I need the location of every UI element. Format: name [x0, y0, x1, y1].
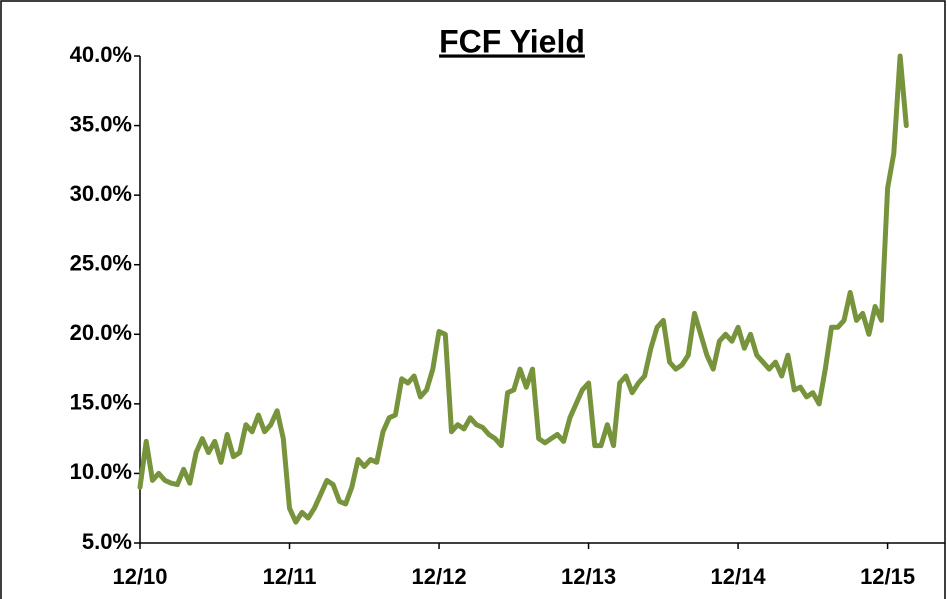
x-tick-label: 12/11: [263, 564, 317, 589]
y-tick-label: 20.0%: [70, 320, 132, 345]
x-tick-label: 12/12: [412, 564, 467, 589]
x-tick-label: 12/10: [112, 564, 167, 589]
y-tick-label: 35.0%: [70, 111, 132, 136]
x-tick-label: 12/15: [860, 564, 915, 589]
y-tick-label: 10.0%: [70, 459, 132, 484]
x-tick-label: 12/14: [711, 564, 767, 589]
y-tick-label: 25.0%: [70, 251, 132, 276]
data-line: [137, 53, 909, 525]
y-tick-label: 40.0%: [70, 42, 132, 67]
x-tick-label: 12/13: [561, 564, 616, 589]
y-tick-label: 5.0%: [82, 529, 132, 554]
y-tick-label: 30.0%: [70, 181, 132, 206]
y-tick-label: 15.0%: [70, 390, 132, 415]
chart-title: FCF Yield: [439, 23, 585, 59]
